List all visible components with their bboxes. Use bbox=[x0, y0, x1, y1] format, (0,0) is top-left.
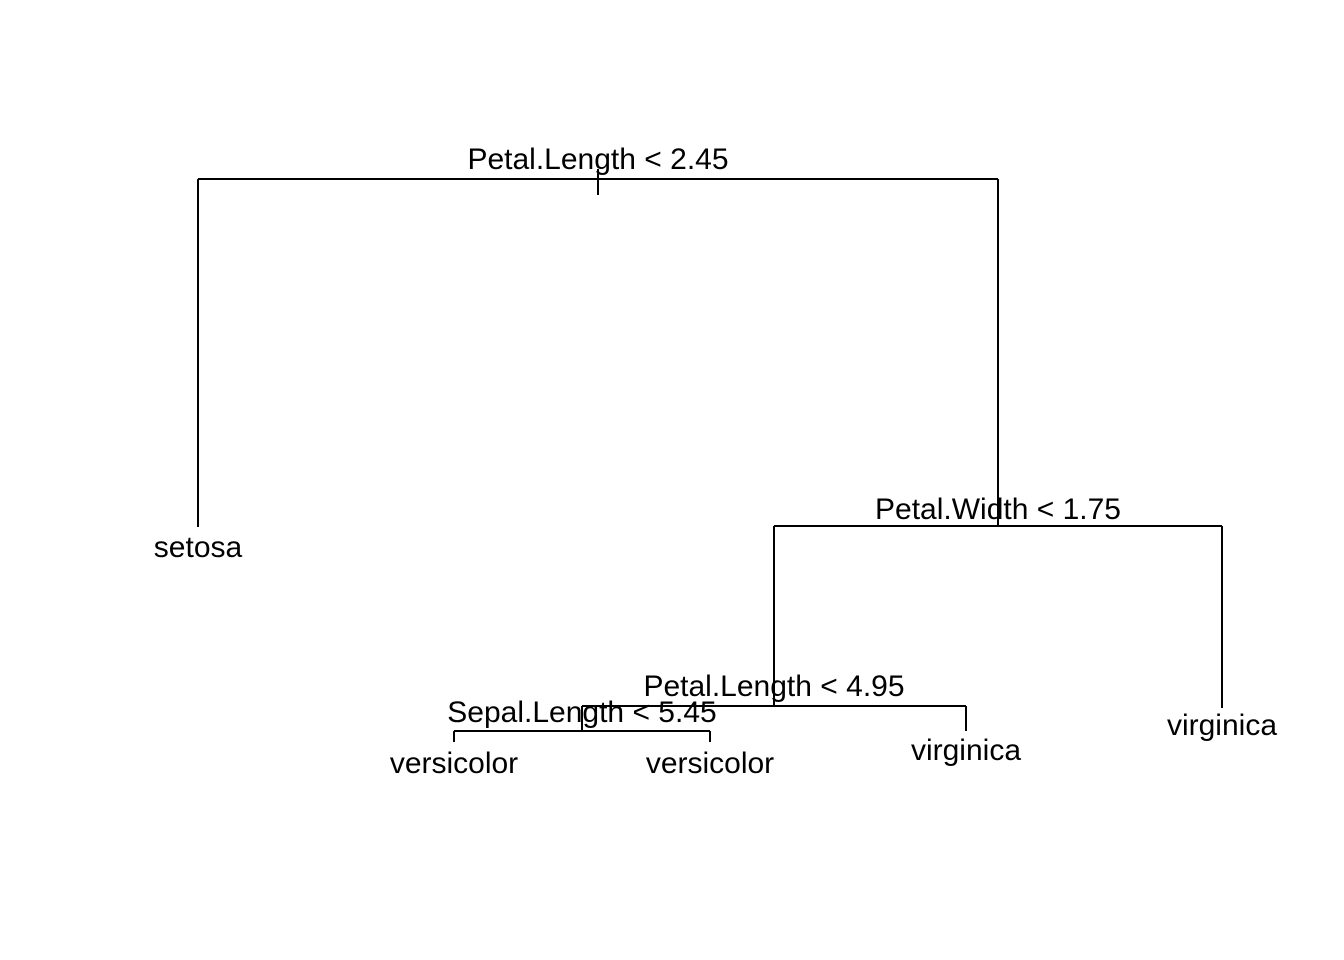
leaf-label-virginica-2: virginica bbox=[1167, 709, 1277, 742]
leaf-label-setosa: setosa bbox=[154, 531, 243, 564]
leaf-label-versicolor-1: versicolor bbox=[390, 747, 518, 780]
leaf-label-versicolor-2: versicolor bbox=[646, 747, 774, 780]
leaf-label-virginica-1: virginica bbox=[911, 734, 1021, 767]
split-label-sepal-length: Sepal.Length < 5.45 bbox=[447, 696, 716, 729]
split-label-petal-length-2: Petal.Length < 4.95 bbox=[643, 670, 904, 703]
split-label-petal-width: Petal.Width < 1.75 bbox=[875, 493, 1121, 526]
split-label-root: Petal.Length < 2.45 bbox=[467, 143, 728, 176]
